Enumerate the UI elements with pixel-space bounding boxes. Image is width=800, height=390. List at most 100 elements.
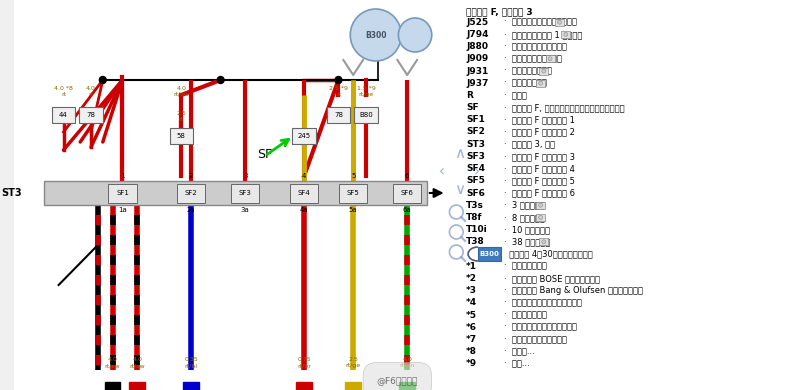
Bar <box>478 247 502 261</box>
Text: 4.0
rt: 4.0 rt <box>86 86 96 97</box>
Bar <box>555 19 564 26</box>
Text: ·  见发动机所通用的电路图: · 见发动机所通用的电路图 <box>505 335 567 344</box>
Text: SF4: SF4 <box>466 164 485 173</box>
Text: ·  8 芯插头连接: · 8 芯插头连接 <box>505 213 546 222</box>
FancyBboxPatch shape <box>79 107 103 123</box>
Text: ·  还原剂计量系统控制单元: · 还原剂计量系统控制单元 <box>505 42 567 51</box>
Text: 5a: 5a <box>349 207 358 213</box>
FancyBboxPatch shape <box>339 184 367 202</box>
Text: J880: J880 <box>466 42 488 51</box>
Text: 2.5 *9
rt: 2.5 *9 rt <box>329 86 348 97</box>
FancyBboxPatch shape <box>177 184 206 202</box>
Bar <box>296 382 312 390</box>
Text: 6: 6 <box>405 173 410 179</box>
Bar <box>437 0 800 390</box>
FancyBboxPatch shape <box>231 184 259 202</box>
Text: SF6: SF6 <box>401 190 414 196</box>
Text: *8: *8 <box>466 347 477 356</box>
Text: *3: *3 <box>466 286 477 295</box>
Text: 4: 4 <box>302 173 306 179</box>
Text: 4.0
rt/gn: 4.0 rt/gn <box>399 357 415 368</box>
Text: ·  保险丝架 F, 行李箱内右侧的继电器和保险丝座上: · 保险丝架 F, 行李箱内右侧的继电器和保险丝座上 <box>505 103 625 112</box>
Text: ·  仅用于...: · 仅用于... <box>505 347 535 356</box>
Text: 0.75
rt/br: 0.75 rt/br <box>297 357 311 368</box>
Text: ·  收音机: · 收音机 <box>505 91 527 100</box>
Circle shape <box>335 76 342 83</box>
Bar <box>546 55 554 62</box>
Text: SF: SF <box>258 149 272 161</box>
Text: *2: *2 <box>466 274 477 283</box>
Text: 3: 3 <box>243 173 247 179</box>
Text: 2a: 2a <box>187 207 195 213</box>
Text: SF3: SF3 <box>238 190 252 196</box>
Bar <box>44 181 427 205</box>
Text: 1: 1 <box>120 173 125 179</box>
Circle shape <box>538 215 542 220</box>
Text: 正极连接 4（30），在主导线束中: 正极连接 4（30），在主导线束中 <box>505 250 593 259</box>
Circle shape <box>218 76 224 83</box>
Bar <box>105 382 121 390</box>
Text: 1a: 1a <box>118 207 127 213</box>
Text: 2.5
rt/ge: 2.5 rt/ge <box>346 357 361 368</box>
Text: ‹: ‹ <box>438 165 445 179</box>
Text: ·  10 芯插头连接: · 10 芯插头连接 <box>505 225 550 234</box>
Text: ·  见适用的电路图: · 见适用的电路图 <box>505 310 547 319</box>
Text: 2.5
rt: 2.5 rt <box>177 111 186 122</box>
Text: ·  数字式声音处理系统控制单元: · 数字式声音处理系统控制单元 <box>505 18 578 27</box>
Bar <box>536 202 545 209</box>
Text: ·  机组支座控制单元: · 机组支座控制单元 <box>505 67 552 76</box>
Text: SF: SF <box>466 103 478 112</box>
Text: J794: J794 <box>466 30 489 39</box>
Text: J937: J937 <box>466 79 489 88</box>
Bar <box>14 0 437 390</box>
Bar <box>536 80 545 87</box>
Text: 245: 245 <box>298 133 310 139</box>
Text: B300: B300 <box>480 251 500 257</box>
Text: *6: *6 <box>466 323 477 332</box>
Text: SF5: SF5 <box>466 176 485 185</box>
Text: SF1: SF1 <box>466 115 485 124</box>
Bar <box>183 382 199 390</box>
Text: SF3: SF3 <box>466 152 485 161</box>
Text: 44: 44 <box>59 112 68 118</box>
Text: ·  仅用于美洲市场: · 仅用于美洲市场 <box>505 262 547 271</box>
Text: *1: *1 <box>466 262 477 271</box>
Text: ·  仅用于带有 Bang & Olufsen 音响系统的汽车: · 仅用于带有 Bang & Olufsen 音响系统的汽车 <box>505 286 643 295</box>
Circle shape <box>99 76 106 83</box>
FancyBboxPatch shape <box>52 107 75 123</box>
Circle shape <box>558 20 562 24</box>
Text: *9: *9 <box>466 359 478 368</box>
Text: SF5: SF5 <box>347 190 359 196</box>
Text: ST3: ST3 <box>466 140 485 149</box>
Text: R: R <box>466 91 473 100</box>
FancyBboxPatch shape <box>354 107 378 123</box>
Circle shape <box>398 18 432 52</box>
Text: B300: B300 <box>365 30 386 39</box>
Text: 3a: 3a <box>241 207 250 213</box>
Text: ST3: ST3 <box>2 188 22 198</box>
Text: J909: J909 <box>466 54 488 63</box>
Circle shape <box>542 69 546 73</box>
FancyBboxPatch shape <box>393 184 422 202</box>
Text: *5: *5 <box>466 310 477 319</box>
Text: ·  电子通讯信息设备 1 控制单元: · 电子通讯信息设备 1 控制单元 <box>505 30 583 39</box>
Text: ·  保险丝架 3, 棕色: · 保险丝架 3, 棕色 <box>505 140 555 149</box>
Circle shape <box>350 9 402 61</box>
FancyBboxPatch shape <box>108 184 137 202</box>
Text: 4.0 *8
rt: 4.0 *8 rt <box>54 86 73 97</box>
Text: 4a: 4a <box>300 207 309 213</box>
Text: ·  仅用于带有奥迪音响系统的汽车: · 仅用于带有奥迪音响系统的汽车 <box>505 298 582 307</box>
Text: T10i: T10i <box>466 225 488 234</box>
Bar <box>346 382 361 390</box>
Text: J931: J931 <box>466 67 488 76</box>
Circle shape <box>548 57 552 61</box>
Text: ·  风扇启用继电器: · 风扇启用继电器 <box>505 79 547 88</box>
Text: 保险丝架 F, 保险丝架 3: 保险丝架 F, 保险丝架 3 <box>466 7 533 16</box>
Bar <box>539 67 548 74</box>
FancyBboxPatch shape <box>290 184 318 202</box>
Text: ›: › <box>474 165 480 179</box>
Text: ·  保险丝架 F 上的保险丝 3: · 保险丝架 F 上的保险丝 3 <box>505 152 575 161</box>
Text: 6a: 6a <box>403 207 411 213</box>
Text: *7: *7 <box>466 335 478 344</box>
Text: ·  油箱泄漏诊断控制单元: · 油箱泄漏诊断控制单元 <box>505 54 562 63</box>
